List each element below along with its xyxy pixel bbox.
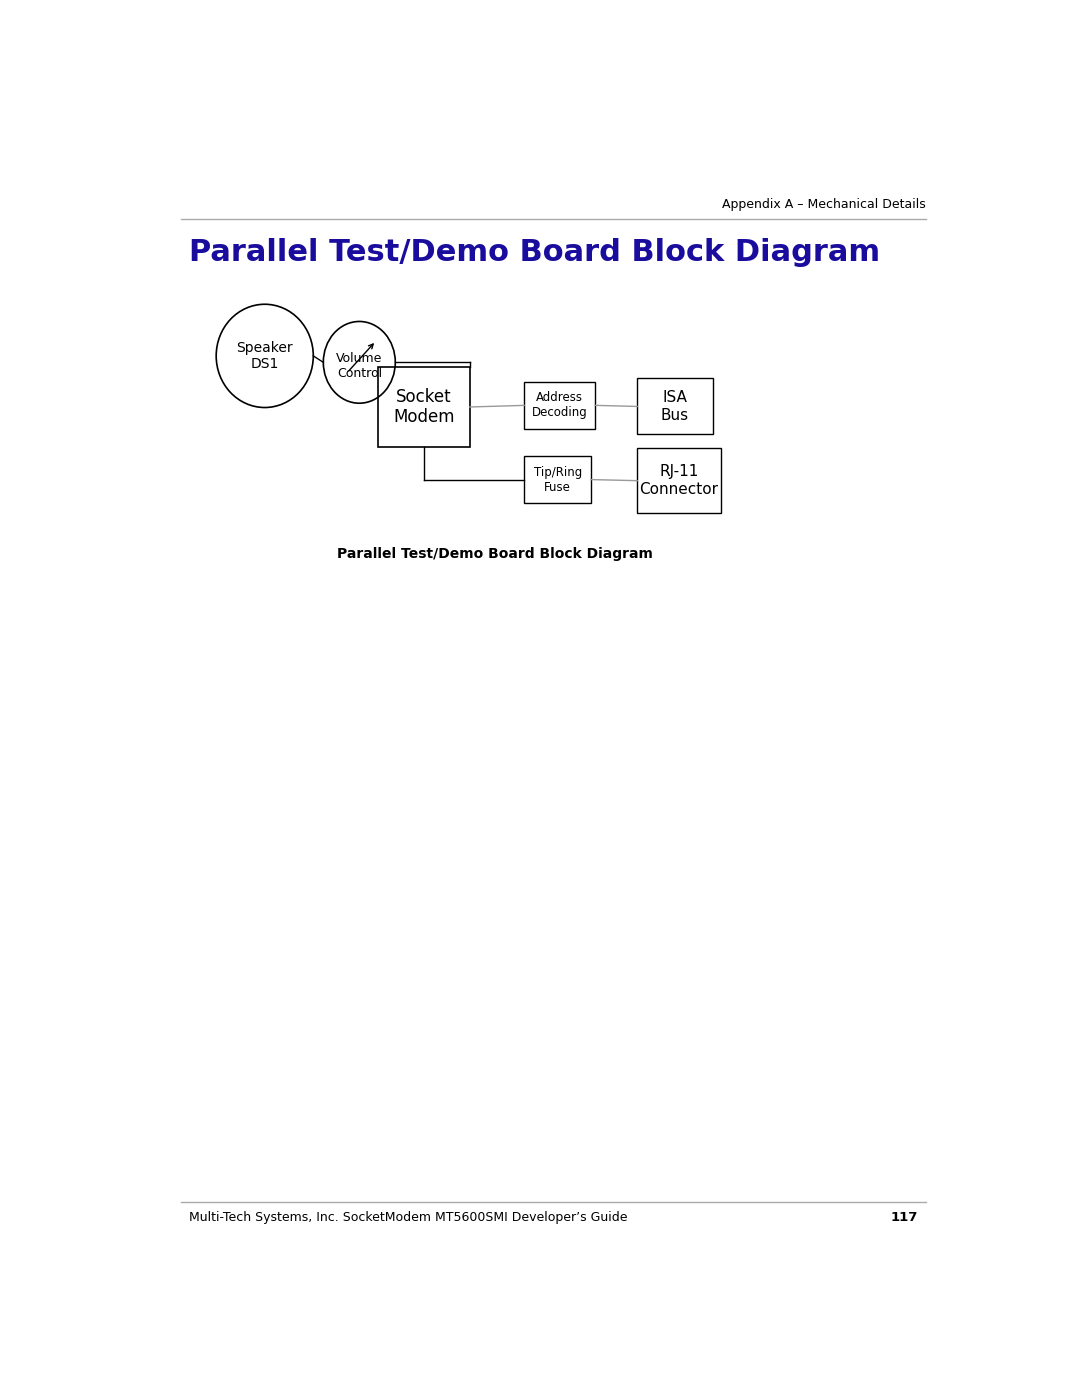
Text: Socket
Modem: Socket Modem [393,387,455,426]
Bar [637,448,721,513]
Text: Speaker
DS1: Speaker DS1 [237,341,293,372]
Bar [524,455,591,503]
Text: Multi-Tech Systems, Inc. SocketModem MT5600SMI Developer’s Guide: Multi-Tech Systems, Inc. SocketModem MT5… [189,1211,627,1224]
Text: Appendix A – Mechanical Details: Appendix A – Mechanical Details [723,197,926,211]
Text: Tip/Ring
Fuse: Tip/Ring Fuse [534,465,582,493]
Text: Address
Decoding: Address Decoding [532,391,588,419]
Text: ISA
Bus: ISA Bus [661,390,689,423]
Text: RJ-11
Connector: RJ-11 Connector [639,464,718,497]
Bar [524,381,595,429]
Text: Parallel Test/Demo Board Block Diagram: Parallel Test/Demo Board Block Diagram [337,548,652,562]
Text: 117: 117 [890,1211,918,1224]
Bar [378,366,470,447]
Text: Parallel Test/Demo Board Block Diagram: Parallel Test/Demo Board Block Diagram [189,237,880,267]
Bar [637,379,713,434]
Text: Volume
Control: Volume Control [336,352,382,380]
